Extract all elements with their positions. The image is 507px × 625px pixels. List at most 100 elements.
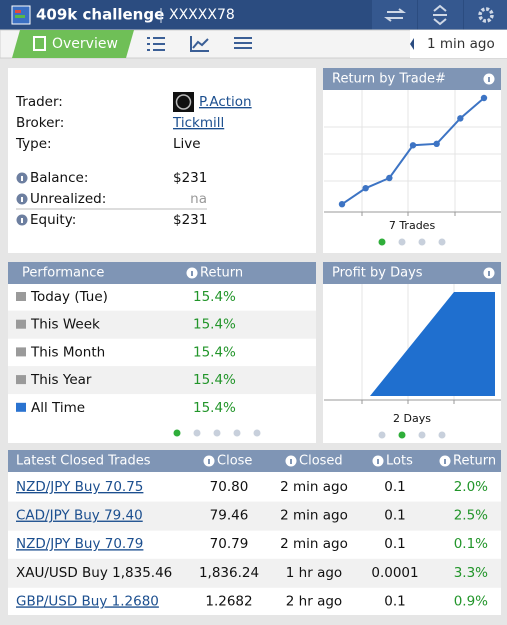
list-tab[interactable]	[147, 37, 165, 51]
field-value: $231	[173, 212, 207, 228]
field-label: Broker:	[16, 115, 64, 131]
data-point	[338, 200, 346, 208]
row-icon	[16, 292, 26, 301]
info-icon-mark	[488, 77, 490, 82]
close-price: 1,836.24	[199, 565, 259, 581]
trade-return: 0.9%	[454, 593, 488, 609]
period-return: 15.4%	[193, 372, 236, 388]
row-stripe	[8, 366, 316, 395]
lots: 0.0001	[371, 565, 418, 581]
return-panel	[323, 68, 501, 253]
period-label: This Year	[30, 372, 92, 388]
trade-return: 2.0%	[454, 479, 488, 495]
line-chart	[324, 73, 501, 216]
column-header: Close	[217, 454, 252, 469]
tab-label[interactable]: Overview	[52, 36, 118, 52]
trade-return: 2.5%	[454, 508, 488, 524]
closed-time: 2 min ago	[280, 536, 348, 552]
row-icon	[16, 347, 26, 357]
update-box	[410, 30, 507, 58]
info-icon-mark	[377, 459, 379, 464]
field-label: Equity:	[30, 212, 76, 228]
row-icon	[16, 319, 26, 329]
panel-title: Return by Trade#	[332, 72, 446, 87]
column-header: Performance	[22, 266, 104, 281]
row-stripe	[8, 310, 316, 339]
data-point	[457, 115, 464, 122]
settings-button[interactable]	[464, 0, 507, 30]
info-icon-mark	[290, 459, 292, 464]
field-label: Balance:	[30, 170, 88, 186]
column-header: Latest Closed Trades	[16, 454, 151, 469]
chart-tab[interactable]	[190, 36, 209, 52]
panel-header	[8, 262, 316, 284]
trade-name[interactable]: NZD/JPY Buy 70.79	[16, 536, 143, 552]
closed-time: 2 min ago	[280, 479, 348, 495]
lots: 0.1	[384, 536, 405, 552]
account-panel	[8, 68, 316, 253]
period-label: This Month	[30, 344, 105, 360]
close-price: 1.2682	[205, 593, 252, 609]
trade-name[interactable]: CAD/JPY Buy 79.40	[16, 508, 143, 524]
period-label: This Week	[30, 317, 100, 333]
closed-time: 1 hr ago	[286, 565, 342, 581]
data-point	[362, 184, 369, 192]
panel-header	[323, 68, 501, 90]
panel-title: Profit by Days	[332, 266, 423, 281]
lots: 0.1	[384, 593, 405, 609]
trade-name[interactable]: NZD/JPY Buy 70.75	[16, 479, 143, 495]
close-price: 79.46	[210, 508, 249, 524]
row-stripe	[8, 558, 501, 588]
data-point	[480, 94, 488, 102]
updated-time: 1 min ago	[427, 36, 495, 52]
close-price: 70.80	[210, 479, 249, 495]
trader-link[interactable]: P.Action	[199, 94, 252, 110]
field-value: Live	[173, 136, 201, 152]
swap-button[interactable]	[372, 0, 417, 30]
period-return: 15.4%	[193, 289, 236, 305]
table-tab[interactable]	[234, 37, 252, 49]
closed-time: 2 hr ago	[286, 593, 342, 609]
column-header: Lots	[386, 454, 413, 469]
broker-link[interactable]: Tickmill	[172, 115, 224, 131]
account-number: XXXXX78	[169, 7, 235, 23]
trade-name[interactable]: GBP/USD Buy 1.2680	[16, 593, 159, 609]
sort-button[interactable]	[418, 0, 463, 30]
data-point	[386, 174, 393, 182]
info-icon-mark	[21, 197, 23, 202]
trade-return: 3.3%	[454, 565, 488, 581]
closed-time: 2 min ago	[280, 508, 348, 524]
info-icon-mark	[444, 459, 446, 464]
pager-dots[interactable]	[173, 429, 261, 437]
panel-header	[8, 450, 501, 472]
period-return: 15.4%	[193, 317, 236, 333]
column-header: Return	[200, 266, 243, 281]
account-info: Trader: P.Action Broker: Tickmill Type: Live B…	[15, 92, 252, 228]
period-label: Today (Tue)	[30, 289, 108, 305]
info-icon-mark	[191, 271, 193, 276]
row-stripe	[8, 501, 501, 531]
info-icon-mark	[488, 271, 490, 276]
period-label: All Time	[31, 400, 85, 416]
performance-table: Performance Return Today (Tue) 15.4% This We…	[8, 266, 316, 416]
data-point	[433, 140, 440, 148]
field-label: Unrealized:	[30, 191, 106, 207]
pager-dots[interactable]	[378, 238, 446, 246]
info-icon-mark	[208, 459, 210, 464]
lots: 0.1	[384, 508, 405, 524]
profit-area	[370, 292, 495, 396]
collapse-arrow[interactable]	[410, 38, 414, 50]
app-icon	[11, 5, 31, 25]
period-return: 15.4%	[193, 344, 236, 360]
chart-caption: 7 Trades	[389, 219, 436, 232]
data-point	[409, 142, 417, 149]
close-price: 70.79	[210, 536, 249, 552]
field-label: Trader:	[15, 94, 63, 110]
period-return: 15.4%	[193, 400, 236, 416]
pager-dots[interactable]	[378, 431, 446, 439]
performance-panel	[8, 262, 316, 443]
trade-return: 0.1%	[454, 536, 488, 552]
overview-tab[interactable]: Overview	[12, 30, 134, 58]
info-icon-mark	[21, 176, 23, 181]
